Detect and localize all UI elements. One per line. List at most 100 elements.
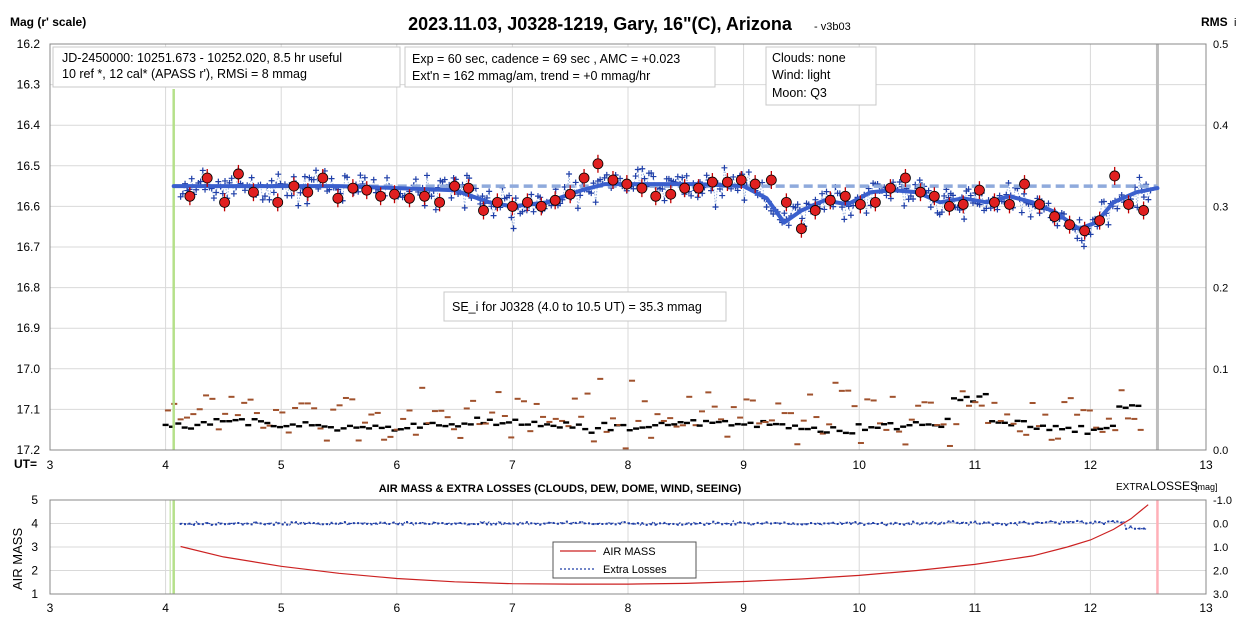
raw-point <box>721 164 728 171</box>
binned-point <box>1004 198 1015 210</box>
bottom-x-tick-label: 13 <box>1199 601 1213 615</box>
raw-point <box>994 206 1001 213</box>
bottom-x-tick-label: 5 <box>278 601 285 615</box>
rms-point <box>569 426 576 429</box>
rms-point <box>552 417 559 420</box>
raw-point <box>230 190 237 197</box>
rms-point <box>1118 389 1125 392</box>
rms-point <box>1112 429 1119 432</box>
extra-losses-point <box>374 522 377 525</box>
rms-point <box>226 420 233 423</box>
raw-point <box>266 196 273 203</box>
raw-point <box>432 206 439 213</box>
extra-losses-point <box>1089 521 1092 524</box>
extra-losses-point <box>397 523 400 526</box>
rms-point <box>730 406 737 409</box>
rms-point <box>641 400 648 403</box>
extra-losses-label-unit: [mag] <box>1195 482 1218 492</box>
rms-point <box>200 420 207 424</box>
rms-point <box>476 423 483 426</box>
rms-point <box>1020 419 1027 423</box>
rms-point <box>435 424 442 427</box>
bottom-y2-tick-label: 0.0 <box>1213 519 1228 531</box>
rms-point <box>372 424 379 427</box>
raw-point <box>770 211 777 218</box>
extra-losses-point <box>614 523 617 526</box>
fit-curve <box>171 182 1160 231</box>
rms-point <box>1046 428 1053 432</box>
binned-point <box>317 172 329 184</box>
extra-losses-point <box>796 523 799 526</box>
rms-point <box>762 421 769 424</box>
extra-losses-point <box>490 523 493 526</box>
rms-point <box>807 393 814 396</box>
rms-point <box>457 436 464 439</box>
rms-point <box>908 418 915 421</box>
binned-point <box>824 194 836 206</box>
extra-losses-point <box>410 521 413 524</box>
rms-point <box>346 424 353 428</box>
raw-point <box>304 200 311 207</box>
top-y2-tick-label: 0.2 <box>1213 283 1228 295</box>
raw-point <box>768 207 775 214</box>
extra-losses-point <box>663 521 666 524</box>
extra-losses-point <box>210 523 213 526</box>
binned-point <box>735 174 747 186</box>
rms-point <box>1048 438 1055 441</box>
rms-point <box>317 427 324 430</box>
rms-point <box>648 436 655 439</box>
rms-point <box>874 426 881 429</box>
top-x-tick-label: 12 <box>1084 458 1098 472</box>
raw-point <box>1074 235 1081 242</box>
rms-point <box>550 424 557 428</box>
air-mass-axis-label: AIR MASS <box>10 528 25 590</box>
rms-point <box>787 412 794 415</box>
rms-point <box>537 424 544 428</box>
rms-point <box>1065 426 1072 430</box>
raw-point <box>477 200 484 207</box>
extra-losses-point <box>872 521 875 524</box>
rms-point <box>470 399 477 402</box>
rms-point <box>362 421 369 424</box>
rms-point <box>868 426 875 429</box>
rms-point <box>743 398 750 401</box>
rms-point <box>997 419 1004 422</box>
rms-point <box>270 424 277 428</box>
rms-point <box>756 422 763 425</box>
raw-point <box>781 210 788 217</box>
rms-point <box>544 423 551 426</box>
rms-point <box>1008 424 1015 427</box>
top-x-tick-label: 3 <box>47 458 54 472</box>
raw-point <box>648 169 655 176</box>
top-x-tick-label: 5 <box>278 458 285 472</box>
extra-losses-point <box>1080 520 1083 523</box>
info-box-1-line-2: 10 ref *, 12 cal* (APASS r'), RMSi = 8 m… <box>62 67 307 81</box>
extra-losses-point <box>823 522 826 525</box>
extra-losses-point <box>401 523 404 526</box>
rms-point <box>603 430 610 433</box>
bottom-y-tick-label: 4 <box>31 517 38 531</box>
extra-losses-point <box>787 522 790 525</box>
binned-point <box>796 223 807 235</box>
extra-losses-point <box>947 520 950 523</box>
extra-losses-line <box>180 519 1147 530</box>
rms-point <box>991 401 998 404</box>
bottom-y2-tick-label: -1.0 <box>1213 495 1232 507</box>
rms-point <box>709 421 716 424</box>
binned-point <box>347 182 359 194</box>
rms-point <box>512 418 519 421</box>
rms-point <box>520 400 527 403</box>
extra-losses-point <box>738 521 741 524</box>
top-gridlines <box>50 44 1206 450</box>
extra-losses-point <box>428 523 431 526</box>
raw-point <box>927 204 934 211</box>
extra-losses-point <box>437 522 440 525</box>
raw-point <box>916 177 923 184</box>
rms-point <box>597 377 604 380</box>
rms-point <box>467 423 474 426</box>
binned-point <box>507 200 518 212</box>
extra-losses-point <box>832 521 835 524</box>
info-box-1-bg <box>52 46 401 88</box>
raw-point <box>441 176 448 183</box>
raw-point <box>632 173 639 180</box>
